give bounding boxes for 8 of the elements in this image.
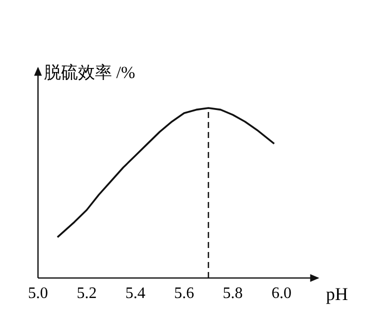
x-tick-label: 5.6 bbox=[174, 285, 194, 302]
x-tick-label: 5.0 bbox=[28, 285, 48, 302]
x-tick-label: 5.4 bbox=[125, 285, 146, 302]
x-tick-label: 5.2 bbox=[76, 285, 97, 302]
x-axis-title: pH bbox=[326, 284, 348, 304]
x-tick-label: 5.8 bbox=[222, 285, 243, 302]
x-tick-label: 6.0 bbox=[271, 285, 292, 302]
y-axis-title: 脱硫效率 /% bbox=[44, 63, 136, 82]
